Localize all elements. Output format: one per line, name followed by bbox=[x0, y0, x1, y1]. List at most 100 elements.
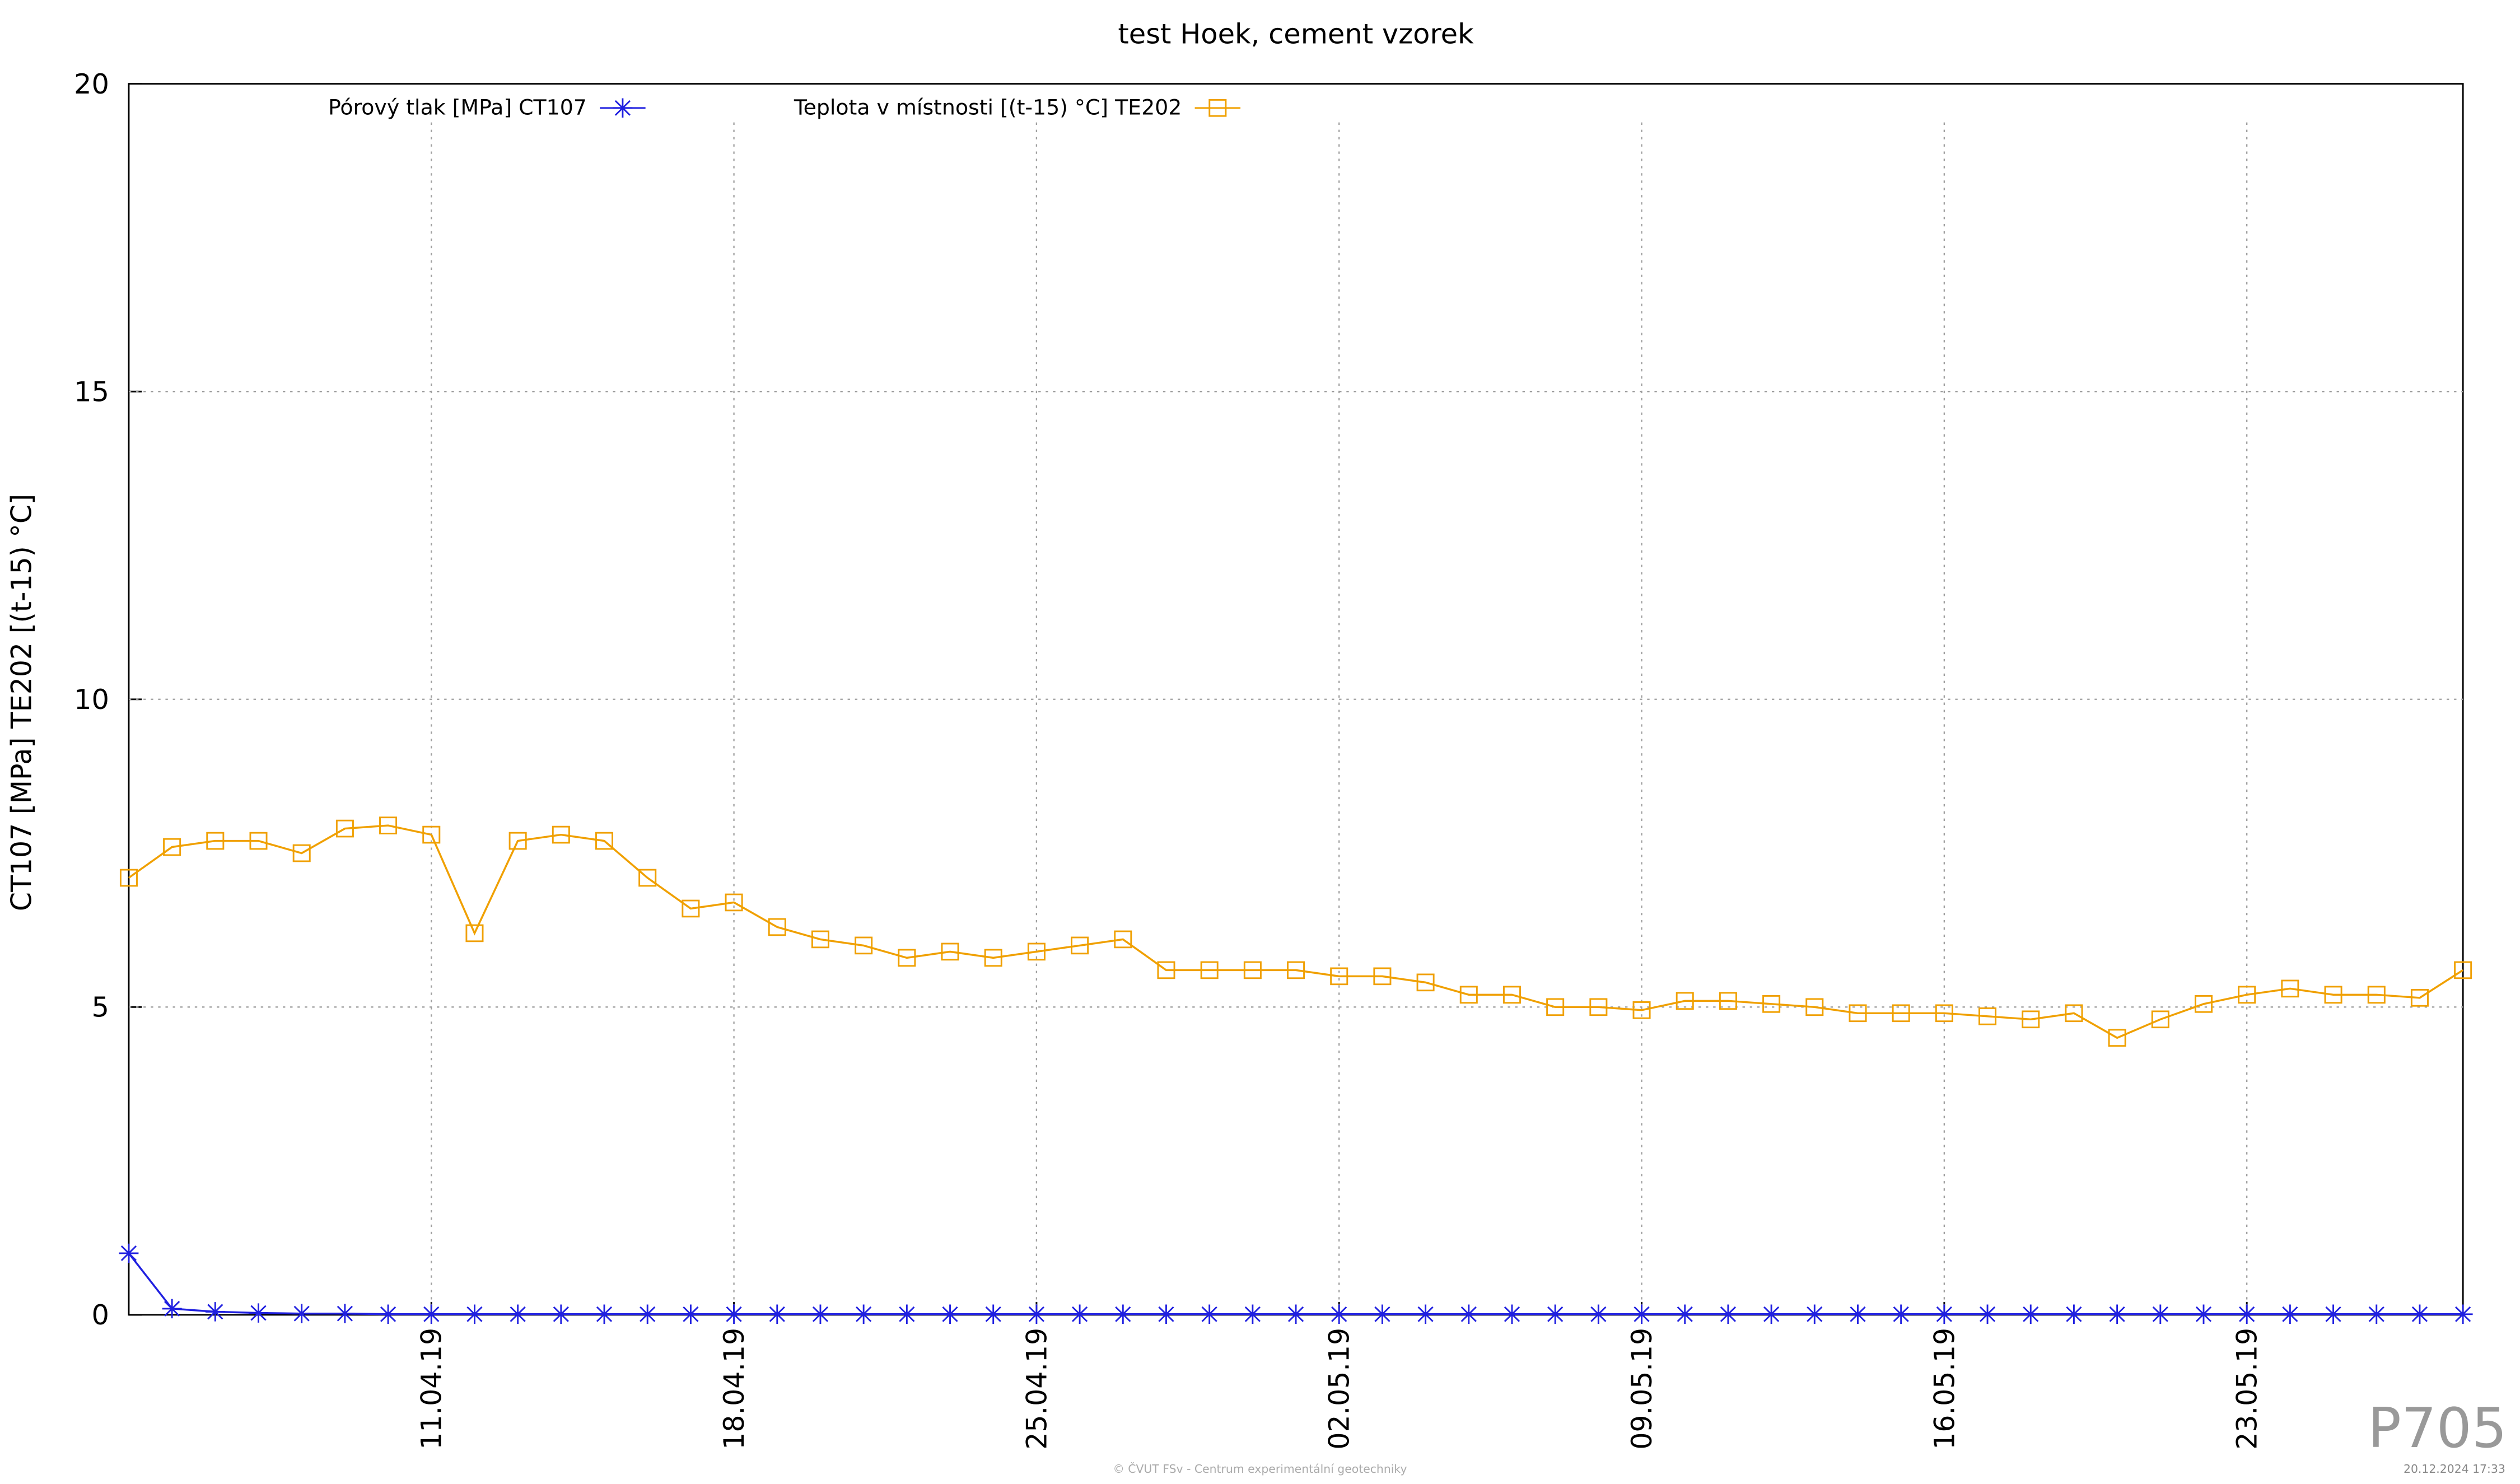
y-tick-label: 10 bbox=[74, 683, 109, 716]
marker bbox=[2367, 986, 2386, 1004]
y-tick-label: 20 bbox=[74, 68, 109, 100]
marker bbox=[637, 1304, 657, 1324]
marker bbox=[983, 1304, 1004, 1324]
marker bbox=[1200, 961, 1219, 979]
marker bbox=[464, 1304, 484, 1324]
marker bbox=[335, 1304, 355, 1323]
marker bbox=[335, 819, 354, 838]
marker bbox=[897, 1304, 917, 1324]
marker bbox=[594, 1304, 614, 1324]
marker bbox=[1935, 1004, 1953, 1023]
marker bbox=[292, 1304, 312, 1323]
marker bbox=[1459, 1304, 1479, 1324]
marker bbox=[984, 949, 1002, 967]
marker bbox=[1330, 967, 1348, 986]
marker bbox=[205, 1302, 225, 1322]
marker bbox=[1719, 992, 1737, 1010]
marker bbox=[2453, 1304, 2473, 1324]
marker bbox=[2281, 979, 2299, 998]
marker bbox=[898, 949, 916, 967]
y-tick-label: 15 bbox=[74, 376, 109, 408]
marker bbox=[1329, 1304, 1349, 1324]
marker bbox=[811, 930, 829, 949]
marker bbox=[1027, 942, 1046, 961]
marker bbox=[1675, 1304, 1695, 1324]
marker bbox=[2410, 989, 2429, 1007]
marker bbox=[1804, 1304, 1824, 1324]
marker bbox=[1502, 1304, 1522, 1324]
marker bbox=[1805, 998, 1824, 1016]
marker bbox=[378, 1304, 398, 1324]
marker bbox=[1632, 1001, 1651, 1019]
marker bbox=[768, 918, 786, 936]
marker bbox=[2150, 1304, 2171, 1324]
marker bbox=[1156, 1304, 1176, 1324]
marker bbox=[2238, 986, 2256, 1004]
legend-marker bbox=[1208, 99, 1227, 117]
marker bbox=[1934, 1304, 1954, 1324]
marker bbox=[465, 924, 484, 942]
marker bbox=[682, 899, 700, 918]
marker bbox=[249, 1303, 268, 1323]
marker bbox=[2454, 961, 2472, 979]
legend-label: Teplota v místnosti [(t-15) °C] TE202 bbox=[794, 95, 1182, 119]
marker bbox=[1848, 1304, 1868, 1324]
marker bbox=[2022, 1010, 2040, 1029]
marker bbox=[2237, 1304, 2257, 1324]
marker bbox=[2324, 986, 2342, 1004]
marker bbox=[1459, 986, 1478, 1004]
marker bbox=[1718, 1304, 1738, 1324]
marker bbox=[2065, 1004, 2083, 1023]
marker bbox=[421, 1304, 441, 1324]
marker bbox=[422, 825, 441, 844]
marker bbox=[1416, 1304, 1436, 1324]
marker bbox=[508, 1304, 528, 1324]
y-tick-label: 5 bbox=[92, 991, 109, 1024]
marker bbox=[2151, 1010, 2169, 1029]
legend-label: Pórový tlak [MPa] CT107 bbox=[328, 95, 587, 119]
x-tick-label: 25.04.19 bbox=[1020, 1328, 1053, 1450]
marker bbox=[1892, 1004, 1910, 1023]
marker bbox=[1502, 986, 1521, 1004]
marker bbox=[1157, 961, 1175, 979]
marker bbox=[508, 832, 527, 850]
marker bbox=[853, 1304, 874, 1324]
marker bbox=[941, 942, 959, 961]
marker bbox=[1243, 1304, 1263, 1324]
marker bbox=[249, 832, 268, 850]
marker bbox=[1287, 961, 1305, 979]
marker bbox=[206, 832, 225, 850]
marker bbox=[638, 869, 657, 887]
marker bbox=[1761, 1304, 1781, 1324]
marker bbox=[2020, 1304, 2041, 1324]
marker bbox=[1849, 1004, 1867, 1023]
marker bbox=[2367, 1304, 2387, 1324]
marker bbox=[1372, 1304, 1392, 1324]
marker bbox=[1071, 936, 1089, 955]
marker bbox=[1545, 1304, 1565, 1324]
chart-title: test Hoek, cement vzorek bbox=[1118, 18, 1474, 50]
marker bbox=[1978, 1007, 1997, 1025]
marker bbox=[1632, 1304, 1652, 1324]
marker bbox=[1546, 998, 1565, 1016]
marker bbox=[1070, 1304, 1090, 1324]
marker bbox=[1589, 998, 1608, 1016]
footer: © ČVUT FSv - Centrum experimentální geot… bbox=[1113, 1462, 1407, 1476]
marker bbox=[1113, 1304, 1133, 1324]
marker bbox=[1891, 1304, 1911, 1324]
marker bbox=[940, 1304, 960, 1324]
marker bbox=[1114, 930, 1132, 949]
marker bbox=[1762, 995, 1781, 1013]
x-tick-label: 02.05.19 bbox=[1323, 1328, 1355, 1450]
marker bbox=[119, 869, 138, 887]
marker bbox=[292, 844, 311, 862]
marker bbox=[2280, 1304, 2300, 1324]
x-tick-label: 23.05.19 bbox=[2230, 1328, 2263, 1450]
marker bbox=[2107, 1304, 2127, 1324]
marker bbox=[724, 1304, 744, 1324]
x-tick-label: 16.05.19 bbox=[1928, 1328, 1961, 1450]
marker bbox=[552, 825, 570, 844]
marker bbox=[551, 1304, 571, 1324]
